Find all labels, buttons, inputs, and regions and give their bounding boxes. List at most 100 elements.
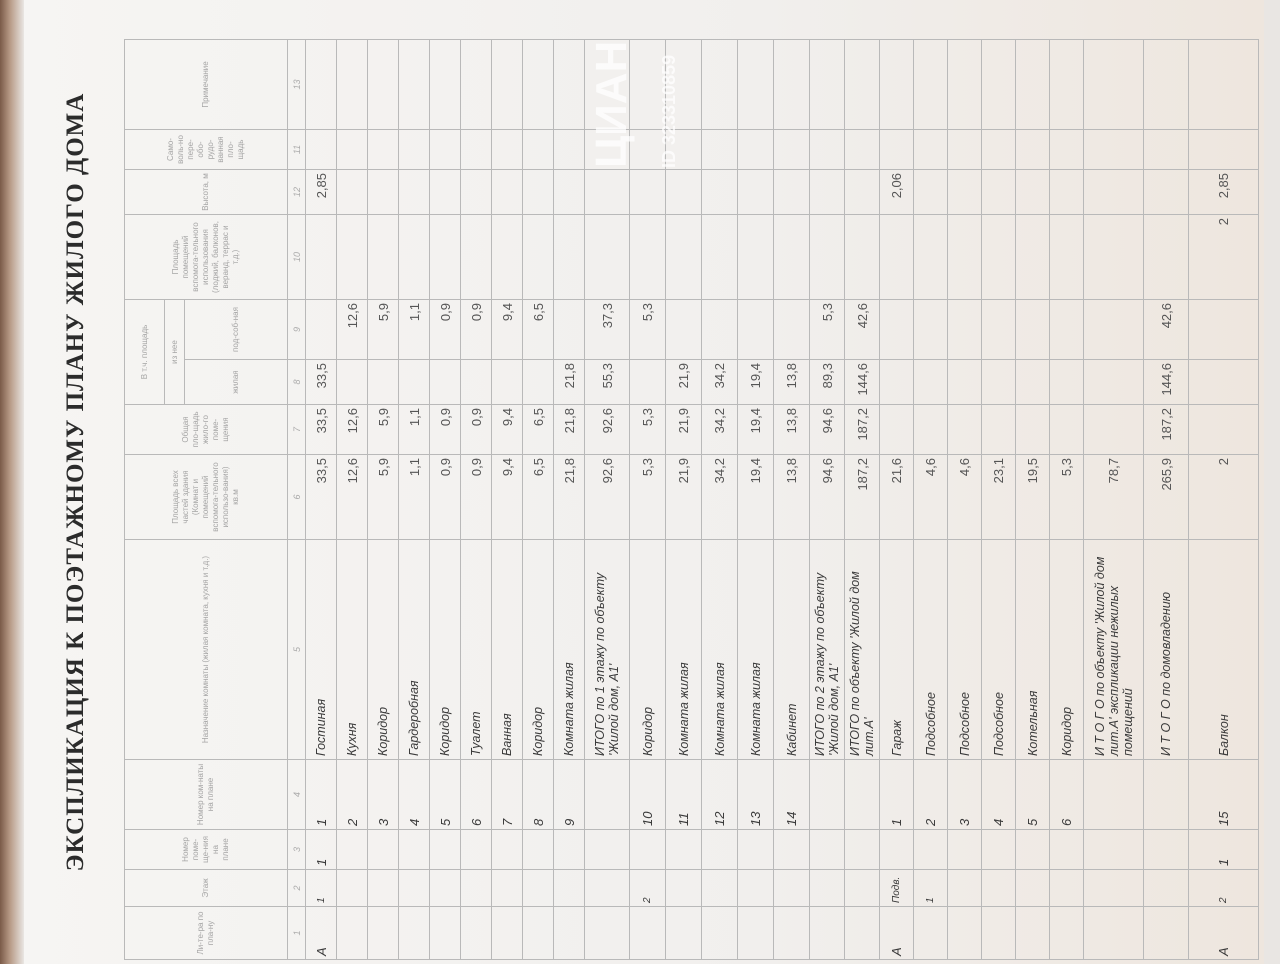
cell-height [367,169,399,215]
cell-living-area: 21,8 [553,359,585,405]
cell-total-all-parts: 187,2 [844,454,880,540]
cell-utility-area: 9,4 [491,299,523,360]
cell-auxiliary-area [665,214,702,300]
cell-premise-number [947,829,982,870]
cell-auxiliary-area [305,214,337,300]
cell-utility-area: 6,5 [522,299,554,360]
cell-total-area: 187,2 [1143,404,1189,455]
cell-total-area: 0,9 [460,404,492,455]
cell-utility-area: 0,9 [460,299,492,360]
cell-note [737,39,774,130]
cell-auxiliary-area [336,214,368,300]
cell-unauthorized-area [305,129,337,170]
cell-floor [429,869,461,907]
cell-room-purpose: Кухня [336,539,368,760]
cell-room-number: 14 [773,759,810,830]
explication-table: Ли-те-ра по пла-ну Этаж Номер поме-ще-ни… [124,39,1259,960]
cell-litera [522,906,554,960]
cell-floor [460,869,492,907]
cell-room-purpose: Коридор [429,539,461,760]
cell-height: 2,06 [879,169,914,215]
column-number-room-number: 4 [287,759,306,830]
cell-litera [1015,906,1050,960]
cell-total-all-parts: 92,6 [584,454,630,540]
cell-premise-number [701,829,738,870]
cell-living-area [981,359,1016,405]
cell-premise-number [1049,829,1084,870]
cell-premise-number [913,829,948,870]
cell-total-all-parts: 5,9 [367,454,399,540]
cell-total-all-parts: 0,9 [460,454,492,540]
cell-room-purpose: Коридор [629,539,666,760]
cell-room-purpose: Комната жилая [665,539,702,760]
table-row: 2 Кухня 12,6 12,6 12,6 [336,39,368,960]
cell-total-area: 0,9 [429,404,461,455]
cell-premise-number [737,829,774,870]
cell-room-number: 3 [947,759,982,830]
column-number-living-area: 8 [287,359,306,405]
cell-litera [1083,906,1144,960]
cell-litera [367,906,399,960]
cell-litera [460,906,492,960]
cell-living-area: 33,5 [305,359,337,405]
cell-unauthorized-area [773,129,810,170]
cell-premise-number [336,829,368,870]
cell-auxiliary-area [367,214,399,300]
table-body: А 1 1 1 Гостиная 33,5 33,5 33,5 2,85 2 Кухня 12,6 12… [305,39,1259,960]
header-total-all-parts: Площадь всех частей здания (Комнат и пом… [124,454,288,540]
cell-auxiliary-area [1049,214,1084,300]
table-row: 3 Подсобное 4,6 [947,39,982,960]
cell-unauthorized-area [1143,129,1189,170]
cell-litera [701,906,738,960]
cell-total-area: 21,8 [553,404,585,455]
cell-unauthorized-area [737,129,774,170]
cell-total-area: 12,6 [336,404,368,455]
cell-litera [844,906,880,960]
cell-note [553,39,585,130]
cell-room-number: 7 [491,759,523,830]
cell-room-purpose: Коридор [367,539,399,760]
cell-auxiliary-area [1083,214,1144,300]
cell-note [460,39,492,130]
cell-note [981,39,1016,130]
cell-room-purpose: И Т О Г О по объекту 'Жилой дом лит.А' э… [1083,539,1144,760]
cell-litera [809,906,845,960]
cell-room-purpose: Коридор [522,539,554,760]
cell-utility-area: 1,1 [398,299,430,360]
table-row: 14 Кабинет 13,8 13,8 13,8 [773,39,810,960]
cell-note [367,39,399,130]
cell-living-area: 21,9 [665,359,702,405]
cell-total-all-parts: 9,4 [491,454,523,540]
cell-living-area [491,359,523,405]
cell-utility-area: 37,3 [584,299,630,360]
cell-height [398,169,430,215]
cell-living-area [1188,359,1259,405]
cell-floor [584,869,630,907]
cell-room-purpose: Коридор [1049,539,1084,760]
cell-floor [398,869,430,907]
header-premise-number: Номер поме-ще-ния на плане [124,829,288,870]
cell-utility-area: 5,3 [629,299,666,360]
cell-utility-area: 5,9 [367,299,399,360]
cell-floor: 2 [1188,869,1259,907]
cell-floor: 2 [629,869,666,907]
cell-total-area: 6,5 [522,404,554,455]
cell-total-area: 92,6 [584,404,630,455]
table-row: 12 Комната жилая 34,2 34,2 34,2 [701,39,738,960]
cell-total-all-parts: 78,7 [1083,454,1144,540]
cell-room-number [1083,759,1144,830]
cell-room-purpose: ИТОГО по объекту 'Жилой дом лит.А' [844,539,880,760]
cell-auxiliary-area [584,214,630,300]
cell-room-number: 15 [1188,759,1259,830]
cell-floor [947,869,982,907]
header-room-number: Номер ком-наты на плане [124,759,288,830]
cell-room-number: 5 [1015,759,1050,830]
header-note: Примечание [124,39,288,130]
cell-note [844,39,880,130]
cell-note [305,39,337,130]
cell-litera [1143,906,1189,960]
header-floor: Этаж [124,869,288,907]
cell-total-all-parts: 4,6 [947,454,982,540]
cell-height [553,169,585,215]
cell-utility-area [737,299,774,360]
